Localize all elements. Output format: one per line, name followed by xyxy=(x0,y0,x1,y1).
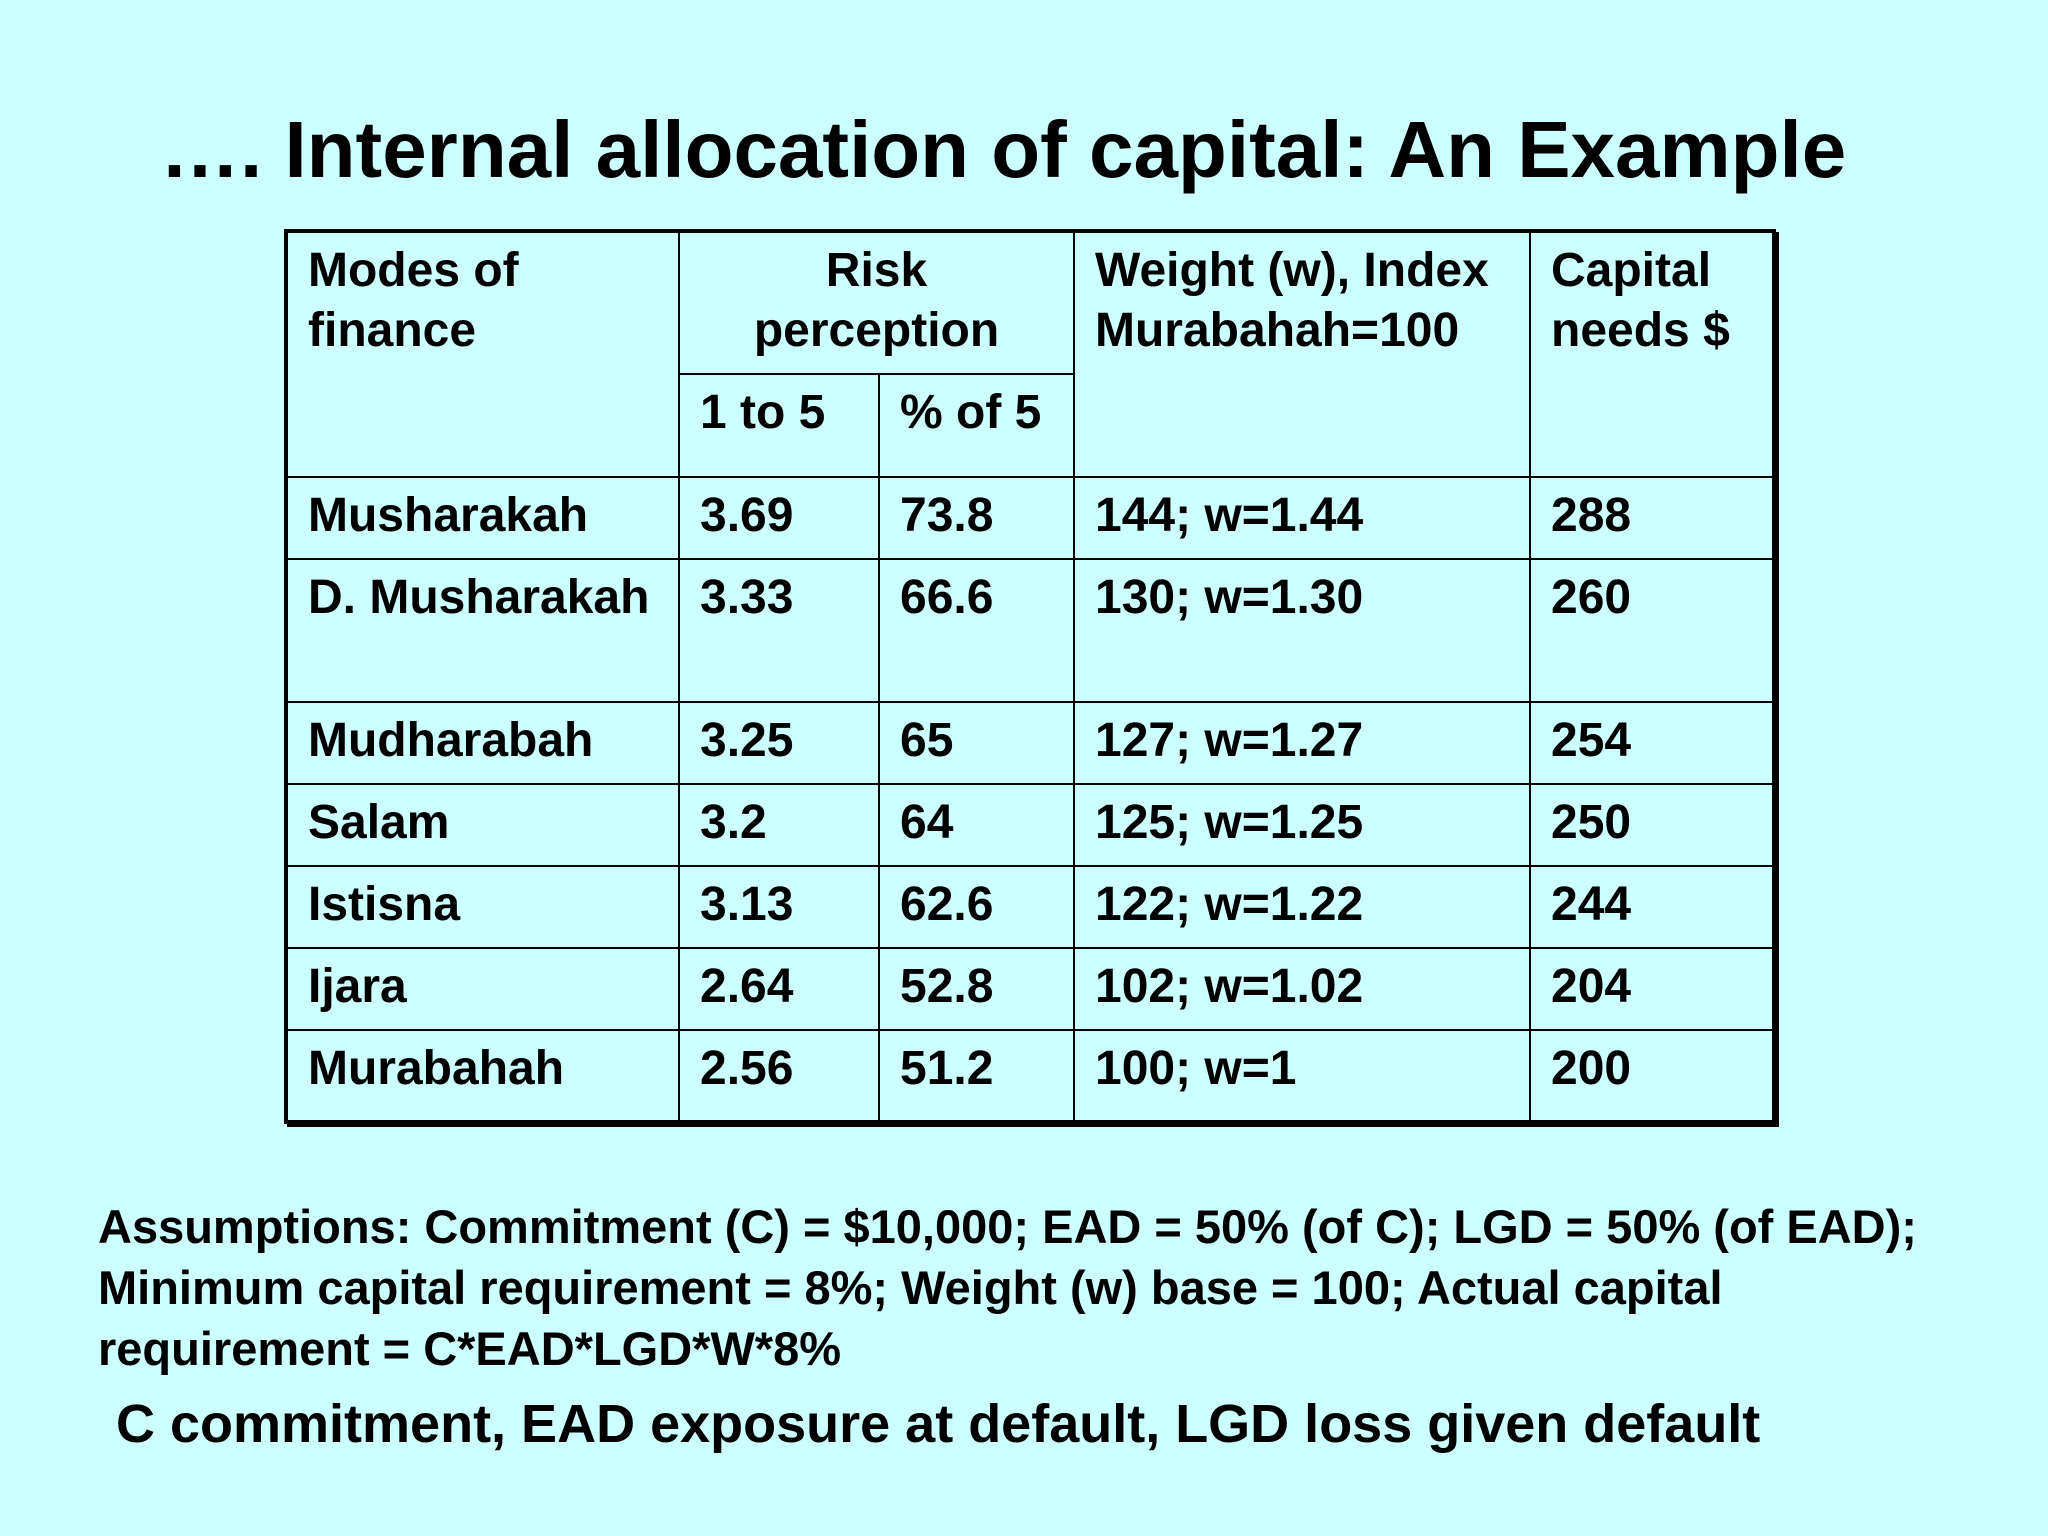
cell-capital: 288 xyxy=(1529,476,1775,560)
cell-weight: 122; w=1.22 xyxy=(1073,865,1531,949)
capital-allocation-table: Modes of finance Risk perception Weight … xyxy=(284,229,1776,1124)
cell-percent: 64 xyxy=(878,783,1075,867)
cell-score: 3.13 xyxy=(678,865,880,949)
cell-mode: Istisna xyxy=(285,865,680,949)
cell-weight: 130; w=1.30 xyxy=(1073,558,1531,703)
table-row: Musharakah 3.69 73.8 144; w=1.44 288 xyxy=(285,476,1775,560)
cell-percent: 65 xyxy=(878,701,1075,785)
cell-score: 2.56 xyxy=(678,1029,880,1123)
cell-mode: Musharakah xyxy=(285,476,680,560)
cell-percent: 73.8 xyxy=(878,476,1075,560)
cell-mode: Ijara xyxy=(285,947,680,1031)
cell-mode: Mudharabah xyxy=(285,701,680,785)
cell-capital: 244 xyxy=(1529,865,1775,949)
cell-weight: 144; w=1.44 xyxy=(1073,476,1531,560)
slide-title: …. Internal allocation of capital: An Ex… xyxy=(160,105,1847,194)
cell-score: 3.25 xyxy=(678,701,880,785)
header-risk-1-to-5: 1 to 5 xyxy=(678,373,880,478)
table-row: Murabahah 2.56 51.2 100; w=1 200 xyxy=(285,1029,1775,1123)
cell-score: 3.33 xyxy=(678,558,880,703)
table-row: D. Musharakah 3.33 66.6 130; w=1.30 260 xyxy=(285,558,1775,703)
cell-weight: 100; w=1 xyxy=(1073,1029,1531,1123)
table-row: Salam 3.2 64 125; w=1.25 250 xyxy=(285,783,1775,867)
cell-percent: 62.6 xyxy=(878,865,1075,949)
cell-score: 2.64 xyxy=(678,947,880,1031)
cell-percent: 51.2 xyxy=(878,1029,1075,1123)
header-modes-of-finance: Modes of finance xyxy=(285,230,680,478)
table-subheader-row: 1 to 5 % of 5 xyxy=(286,373,1774,478)
cell-mode: D. Musharakah xyxy=(285,558,680,703)
header-risk-percent-of-5: % of 5 xyxy=(878,373,1075,478)
cell-weight: 125; w=1.25 xyxy=(1073,783,1531,867)
cell-mode: Murabahah xyxy=(285,1029,680,1123)
cell-mode: Salam xyxy=(285,783,680,867)
cell-capital: 254 xyxy=(1529,701,1775,785)
cell-capital: 260 xyxy=(1529,558,1775,703)
cell-capital: 200 xyxy=(1529,1029,1775,1123)
cell-weight: 102; w=1.02 xyxy=(1073,947,1531,1031)
cell-capital: 204 xyxy=(1529,947,1775,1031)
cell-score: 3.69 xyxy=(678,476,880,560)
table-row: Ijara 2.64 52.8 102; w=1.02 204 xyxy=(285,947,1775,1031)
assumptions-note: Assumptions: Commitment (C) = $10,000; E… xyxy=(98,1200,1917,1375)
cell-percent: 66.6 xyxy=(878,558,1075,703)
header-risk-perception: Risk perception xyxy=(678,230,1075,375)
table-header-row: Modes of finance Risk perception Weight … xyxy=(285,230,1775,478)
cell-score: 3.2 xyxy=(678,783,880,867)
cell-percent: 52.8 xyxy=(878,947,1075,1031)
cell-capital: 250 xyxy=(1529,783,1775,867)
definitions-note: C commitment, EAD exposure at default, L… xyxy=(116,1394,1761,1454)
cell-weight: 127; w=1.27 xyxy=(1073,701,1531,785)
table-row: Mudharabah 3.25 65 127; w=1.27 254 xyxy=(285,701,1775,785)
header-capital-needs: Capital needs $ xyxy=(1529,230,1775,478)
table-row: Istisna 3.13 62.6 122; w=1.22 244 xyxy=(285,865,1775,949)
header-weight-index: Weight (w), Index Murabahah=100 xyxy=(1073,230,1531,478)
